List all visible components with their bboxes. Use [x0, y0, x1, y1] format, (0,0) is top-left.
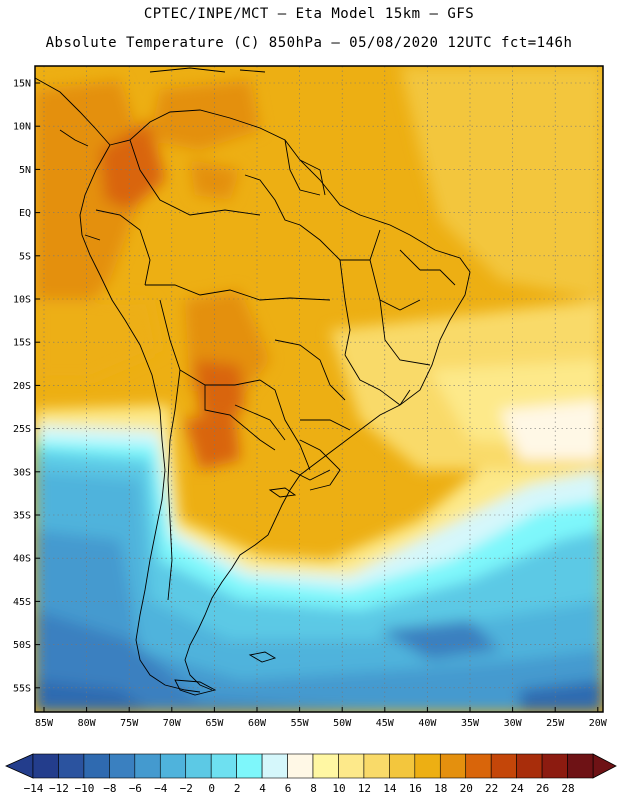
colorbar-swatch [83, 753, 110, 779]
colorbar-swatch [236, 753, 263, 779]
lon-label: 40W [418, 718, 437, 729]
lat-label: 15S [13, 338, 31, 349]
lat-label: 5S [19, 251, 31, 262]
lat-label: 55S [13, 683, 31, 694]
colorbar-swatch [465, 753, 492, 779]
map-title-variable: Absolute Temperature (C) 850hPa – 05/08/… [45, 35, 573, 51]
map-title-model: CPTEC/INPE/MCT – Eta Model 15km – GFS [143, 6, 475, 22]
colorbar-label: 10 [332, 782, 345, 795]
colorbar-label: 16 [409, 782, 422, 795]
lon-label: 50W [333, 718, 352, 729]
lat-label: 10N [13, 122, 31, 133]
colorbar-arrow-low [5, 753, 34, 779]
colorbar-swatch [312, 753, 339, 779]
lat-label: 10S [13, 295, 31, 306]
temperature-field [35, 66, 603, 712]
lat-label: EQ [19, 208, 31, 219]
lon-label: 80W [78, 718, 97, 729]
lat-label: 20S [13, 381, 31, 392]
colorbar-label: −12 [49, 782, 69, 795]
colorbar-label: 14 [383, 782, 397, 795]
colorbar-label: 20 [460, 782, 473, 795]
lon-label: 85W [35, 718, 54, 729]
lat-label: 25S [13, 424, 31, 435]
lat-label: 30S [13, 467, 31, 478]
colorbar-swatch [389, 753, 416, 779]
colorbar-label: −10 [74, 782, 94, 795]
colorbar-swatch [185, 753, 212, 779]
colorbar-swatch [541, 753, 568, 779]
lon-label: 35W [461, 718, 480, 729]
lon-label: 45W [376, 718, 395, 729]
graticule [35, 66, 603, 712]
lat-label: 45S [13, 597, 31, 608]
colorbar-swatch [439, 753, 467, 779]
colorbar-arrow-high [592, 753, 617, 779]
colorbar-label: −4 [154, 782, 168, 795]
map-axes: 15N 10N 5N EQ 5S 10S 15S 20S 25S 30S 35S 40S 45S 50S 5… [13, 79, 608, 730]
colorbar-label: −6 [129, 782, 142, 795]
lat-label: 40S [13, 554, 31, 565]
lat-label: 35S [13, 511, 31, 522]
lon-label: 30W [504, 718, 523, 729]
colorbar-swatch [32, 753, 59, 779]
colorbar-label: 28 [561, 782, 574, 795]
colorbar-swatch [414, 753, 441, 779]
colorbar-label: 4 [259, 782, 266, 795]
colorbar-swatch [338, 753, 365, 779]
colorbar: −14 −12 −10 −8 −6 −4 −2 0 2 4 6 8 10 12 14 16 18 20 22 24 26… [5, 753, 617, 795]
colorbar-swatch [363, 753, 390, 779]
coastline-and-borders [35, 67, 471, 696]
lon-label: 25W [546, 718, 565, 729]
colorbar-swatch [287, 753, 314, 779]
colorbar-label: 0 [208, 782, 215, 795]
lat-label: 15N [13, 79, 31, 90]
lat-label: 50S [13, 640, 31, 651]
colorbar-swatch [490, 753, 517, 779]
colorbar-label: 22 [485, 782, 498, 795]
lon-label: 55W [291, 718, 310, 729]
colorbar-swatch [261, 753, 288, 779]
colorbar-swatch [134, 753, 161, 779]
colorbar-label: 24 [511, 782, 525, 795]
colorbar-swatch [58, 753, 85, 779]
colorbar-swatch [516, 753, 543, 779]
colorbar-swatch [210, 753, 237, 779]
colorbar-swatch [159, 753, 187, 779]
colorbar-label: 12 [358, 782, 371, 795]
colorbar-swatch [567, 753, 594, 779]
map-frame [34, 65, 604, 713]
colorbar-swatch [109, 753, 136, 779]
colorbar-label: 6 [285, 782, 292, 795]
lon-label: 70W [163, 718, 182, 729]
colorbar-label: −2 [180, 782, 193, 795]
colorbar-label: −14 [24, 782, 44, 795]
colorbar-label: −8 [103, 782, 116, 795]
colorbar-label: 8 [310, 782, 317, 795]
lon-label: 65W [205, 718, 224, 729]
colorbar-label: 26 [536, 782, 549, 795]
lon-label: 60W [248, 718, 267, 729]
colorbar-label: 2 [234, 782, 241, 795]
lon-label: 20W [589, 718, 608, 729]
colorbar-label: 18 [434, 782, 447, 795]
lon-label: 75W [120, 718, 139, 729]
lat-label: 5N [19, 165, 31, 176]
